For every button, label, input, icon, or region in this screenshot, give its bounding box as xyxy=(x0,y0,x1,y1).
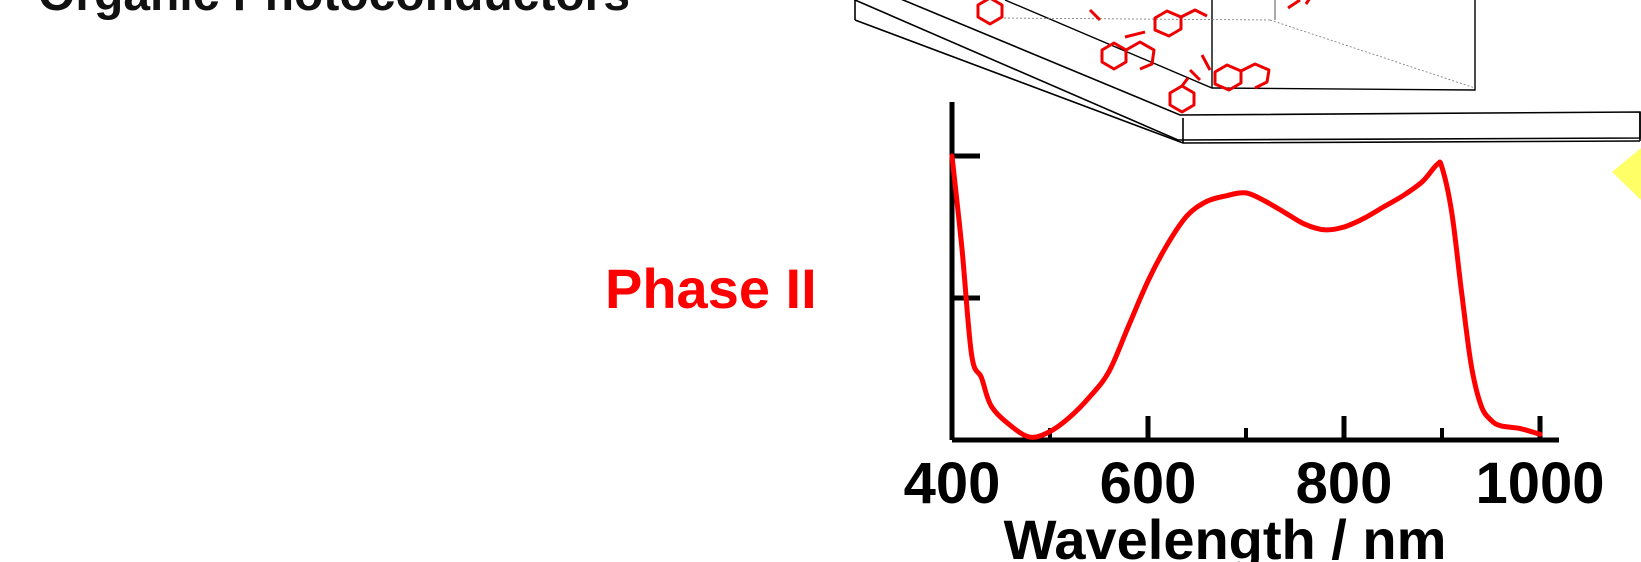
substrate-top xyxy=(854,0,1641,141)
molecule-6 xyxy=(1287,0,1311,10)
series-line xyxy=(949,153,1543,440)
absorption-spectrum-chart: 400 600 800 1000 Wavelength / nm xyxy=(904,102,1605,562)
x-tick-label-1000: 1000 xyxy=(1475,451,1604,516)
molecule-2 xyxy=(1100,40,1156,71)
molecule-cluster xyxy=(976,0,1311,114)
phase-label: Phase II xyxy=(605,257,817,320)
molecule-3 xyxy=(1153,8,1208,38)
x-tick-labels: 400 600 800 1000 xyxy=(904,451,1605,516)
molecule-bonds-2 xyxy=(1188,54,1212,82)
x-tick-label-400: 400 xyxy=(904,451,1001,516)
molecule-4 xyxy=(1213,62,1271,92)
molecule-bonds-1 xyxy=(1088,8,1146,39)
x-tick-label-800: 800 xyxy=(1296,451,1393,516)
x-tick-label-600: 600 xyxy=(1100,451,1197,516)
slide-heading: Organic Photoconductors xyxy=(38,0,630,21)
light-beam-icon xyxy=(1612,148,1641,200)
molecule-1 xyxy=(976,0,1004,26)
film-box-hidden-edge xyxy=(999,17,1271,21)
film-box-outline xyxy=(1004,0,1476,91)
molecular-film-on-substrate-icon xyxy=(854,0,1641,144)
molecule-5 xyxy=(1168,77,1196,114)
x-axis-title: Wavelength / nm xyxy=(1004,508,1447,562)
film-box-hidden-diagonal xyxy=(1269,19,1476,89)
